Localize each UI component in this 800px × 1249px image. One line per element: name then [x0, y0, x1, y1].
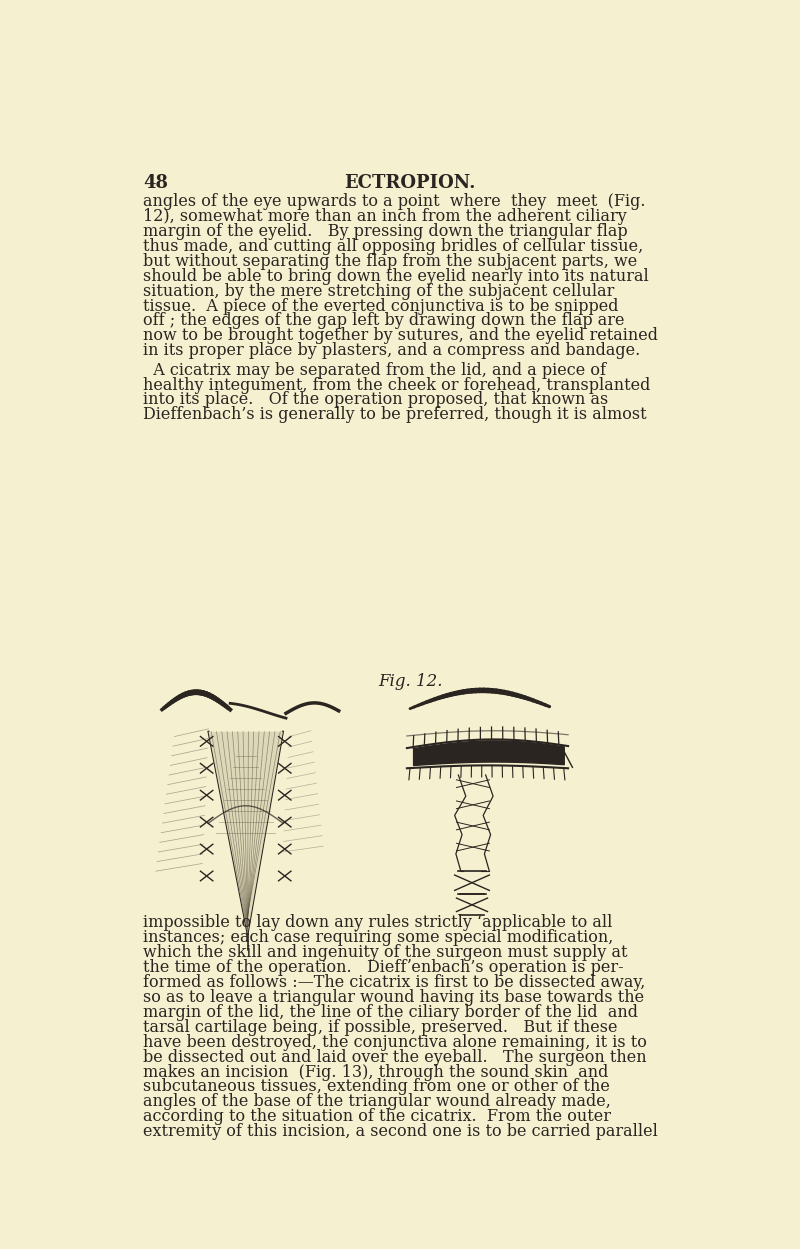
Text: tissue.  A piece of the everted conjunctiva is to be snipped: tissue. A piece of the everted conjuncti… — [143, 297, 619, 315]
Text: 48: 48 — [143, 174, 169, 192]
Text: formed as follows :—The cicatrix is first to be dissected away,: formed as follows :—The cicatrix is firs… — [143, 974, 646, 992]
Text: but without separating the flap from the subjacent parts, we: but without separating the flap from the… — [143, 252, 638, 270]
Text: have been destroyed, the conjunctiva alone remaining, it is to: have been destroyed, the conjunctiva alo… — [143, 1034, 647, 1050]
Text: makes an incision  (Fig. 13), through the sound skin  and: makes an incision (Fig. 13), through the… — [143, 1064, 609, 1080]
Text: Dieffenbach’s is generally to be preferred, though it is almost: Dieffenbach’s is generally to be preferr… — [143, 406, 647, 423]
Text: which the skill and ingenuity of the surgeon must supply at: which the skill and ingenuity of the sur… — [143, 944, 628, 962]
Text: healthy integument, from the cheek or forehead, transplanted: healthy integument, from the cheek or fo… — [143, 376, 650, 393]
Polygon shape — [209, 732, 283, 934]
Text: so as to leave a triangular wound having its base towards the: so as to leave a triangular wound having… — [143, 989, 645, 1005]
Text: off ; the edges of the gap left by drawing down the flap are: off ; the edges of the gap left by drawi… — [143, 312, 625, 330]
Text: 12), somewhat more than an inch from the adherent ciliary: 12), somewhat more than an inch from the… — [143, 209, 627, 225]
Text: according to the situation of the cicatrix.  From the outer: according to the situation of the cicatr… — [143, 1108, 611, 1125]
Text: should be able to bring down the eyelid nearly into its natural: should be able to bring down the eyelid … — [143, 267, 649, 285]
Text: tarsal cartilage being, if possible, preserved.   But if these: tarsal cartilage being, if possible, pre… — [143, 1019, 618, 1035]
Text: A cicatrix may be separated from the lid, and a piece of: A cicatrix may be separated from the lid… — [143, 362, 606, 378]
Text: angles of the eye upwards to a point  where  they  meet  (Fig.: angles of the eye upwards to a point whe… — [143, 194, 646, 210]
Text: be dissected out and laid over the eyeball.   The surgeon then: be dissected out and laid over the eyeba… — [143, 1049, 647, 1065]
Text: now to be brought together by sutures, and the eyelid retained: now to be brought together by sutures, a… — [143, 327, 658, 345]
Text: ECTROPION.: ECTROPION. — [344, 174, 476, 192]
Text: impossible to lay down any rules strictly ‘applicable to all: impossible to lay down any rules strictl… — [143, 914, 613, 932]
Text: extremity of this incision, a second one is to be carried parallel: extremity of this incision, a second one… — [143, 1123, 658, 1140]
Text: thus made, and cutting all opposing bridles of cellular tissue,: thus made, and cutting all opposing brid… — [143, 237, 644, 255]
Text: the time of the operation.   Dieffʼenbach’s operation is per-: the time of the operation. Dieffʼenbach’… — [143, 959, 624, 977]
Text: in its proper place by plasters, and a compress and bandage.: in its proper place by plasters, and a c… — [143, 342, 641, 360]
Text: situation, by the mere stretching of the subjacent cellular: situation, by the mere stretching of the… — [143, 282, 614, 300]
Text: margin of the lid, the line of the ciliary border of the lid  and: margin of the lid, the line of the cilia… — [143, 1004, 638, 1020]
Text: subcutaneous tissues, extending from one or other of the: subcutaneous tissues, extending from one… — [143, 1078, 610, 1095]
Text: instances; each case requiring some special modification,: instances; each case requiring some spec… — [143, 929, 614, 947]
Text: margin of the eyelid.   By pressing down the triangular flap: margin of the eyelid. By pressing down t… — [143, 224, 628, 240]
Text: into its place.   Of the operation proposed, that known as: into its place. Of the operation propose… — [143, 391, 609, 408]
Text: angles of the base of the triangular wound already made,: angles of the base of the triangular wou… — [143, 1093, 611, 1110]
Text: Fig. 12.: Fig. 12. — [378, 673, 442, 689]
